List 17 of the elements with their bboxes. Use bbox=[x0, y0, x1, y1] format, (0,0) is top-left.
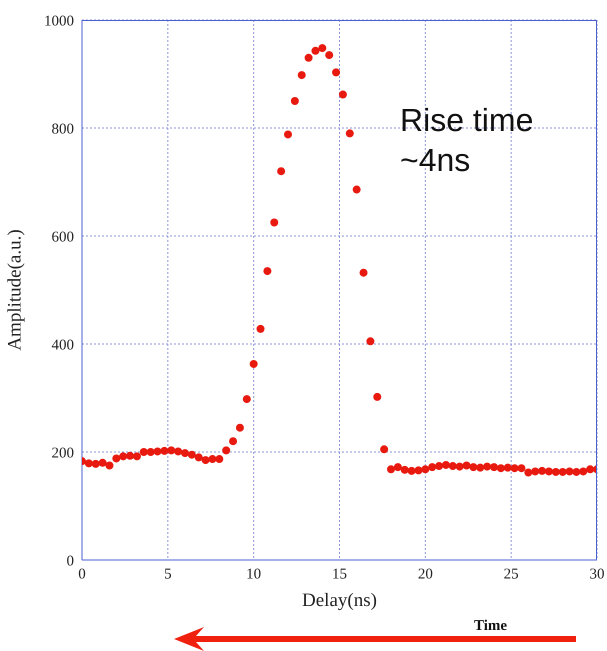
y-tick-label: 400 bbox=[52, 337, 74, 354]
x-tick-label: 25 bbox=[504, 566, 519, 583]
y-tick-label: 0 bbox=[66, 553, 74, 570]
x-tick-label: 15 bbox=[332, 566, 347, 583]
x-tick-label: 5 bbox=[164, 566, 172, 583]
y-tick-label: 1000 bbox=[44, 13, 74, 30]
x-tick-label: 30 bbox=[590, 566, 604, 583]
y-tick-label: 800 bbox=[52, 121, 74, 138]
y-tick-label: 600 bbox=[52, 229, 74, 246]
y-axis-title: Amplitude(a.u.) bbox=[4, 229, 26, 351]
x-tick-label: 0 bbox=[78, 566, 86, 583]
x-axis-title: Delay(ns) bbox=[302, 590, 377, 611]
annotation: Rise time ~4ns bbox=[400, 101, 534, 180]
text: Time bbox=[474, 618, 508, 635]
x-tick-label: 10 bbox=[246, 566, 262, 583]
y-tick-label: 200 bbox=[52, 445, 74, 462]
x-tick-label: 20 bbox=[418, 566, 433, 583]
